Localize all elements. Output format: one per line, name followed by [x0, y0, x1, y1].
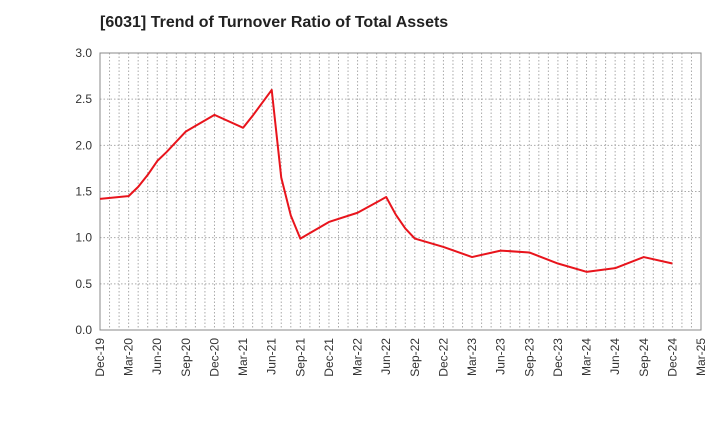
- x-tick-label: Mar-20: [122, 338, 136, 376]
- x-tick-label: Jun-20: [150, 338, 164, 375]
- y-tick-label: 0.0: [75, 323, 92, 337]
- y-tick-label: 1.0: [75, 231, 92, 245]
- x-tick-label: Dec-22: [436, 338, 450, 377]
- y-tick-label: 2.5: [75, 92, 92, 106]
- x-tick-labels: Dec-19 Mar-20 Jun-20 Sep-20 Dec-20 Mar-21 Jun-…: [93, 338, 708, 377]
- x-tick-label: Jun-22: [379, 338, 393, 375]
- x-tick-label: Sep-24: [637, 338, 651, 377]
- x-tick-label: Sep-21: [293, 338, 307, 377]
- x-tick-label: Dec-23: [551, 338, 565, 377]
- x-tick-label: Dec-24: [665, 338, 679, 377]
- grid-lines: [100, 53, 701, 330]
- x-tick-label: Dec-20: [207, 338, 221, 377]
- x-tick-label: Mar-22: [351, 338, 365, 376]
- x-tick-label: Jun-24: [608, 338, 622, 375]
- chart-title: [6031] Trend of Turnover Ratio of Total …: [100, 14, 449, 31]
- x-tick-label: Sep-20: [179, 338, 193, 377]
- y-tick-label: 1.5: [75, 185, 92, 199]
- x-tick-label: Mar-21: [236, 338, 250, 376]
- x-tick-label: Mar-25: [694, 338, 708, 376]
- x-tick-label: Jun-21: [265, 338, 279, 375]
- x-tick-label: Jun-23: [494, 338, 508, 375]
- plot-area-border: [99, 52, 702, 331]
- x-tick-label: Sep-23: [522, 338, 536, 377]
- y-tick-label: 2.0: [75, 138, 92, 152]
- x-tick-label: Dec-21: [322, 338, 336, 377]
- series-lines: [99, 88, 673, 273]
- y-tick-labels: 0.0 0.5 1.0 1.5 2.0 2.5 3.0: [75, 46, 92, 337]
- x-tick-label: Mar-24: [580, 338, 594, 376]
- x-tick-label: Dec-19: [93, 338, 107, 377]
- x-tick-label: Mar-23: [465, 338, 479, 376]
- y-tick-label: 0.5: [75, 277, 92, 291]
- x-tick-label: Sep-22: [408, 338, 422, 377]
- y-tick-label: 3.0: [75, 46, 92, 60]
- series-line: [99, 88, 673, 273]
